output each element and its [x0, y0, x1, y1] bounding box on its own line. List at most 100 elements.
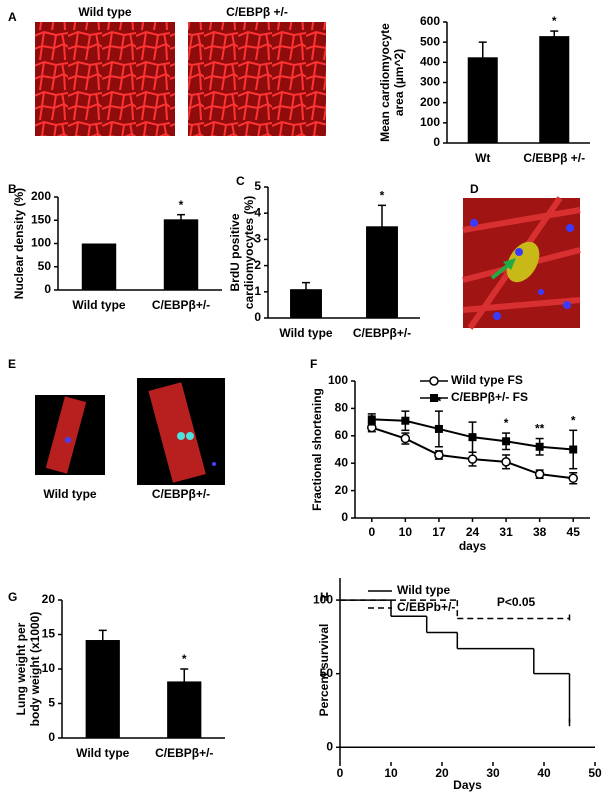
panel-label: C: [236, 174, 245, 188]
x-tick-label: 10: [399, 525, 413, 539]
marker: [434, 424, 443, 433]
marker: [468, 433, 477, 442]
x-tick-label: C/EBPβ +/-: [523, 151, 585, 165]
x-tick-label: Wild type: [279, 326, 333, 340]
legend-label: Wild type FS: [451, 373, 523, 387]
significance-mark: **: [535, 422, 545, 436]
x-tick-label: Wt: [475, 151, 490, 165]
y-tick-label: 100: [31, 236, 51, 250]
y-tick-label: 100: [420, 115, 440, 129]
y-tick-label: 10: [42, 661, 56, 675]
image-caption: Wild type: [78, 5, 132, 19]
y-axis-label: area (µm^2): [392, 49, 406, 116]
panel-label: D: [470, 182, 479, 196]
legend-label: C/EBPβ+/- FS: [451, 390, 528, 404]
micrograph: [137, 378, 225, 485]
y-tick-label: 80: [335, 401, 349, 415]
x-tick-label: 0: [337, 766, 344, 780]
x-tick-label: 45: [567, 525, 581, 539]
marker: [400, 433, 411, 444]
y-tick-label: 50: [320, 666, 334, 680]
legend-marker: [430, 394, 438, 402]
significance-mark: *: [504, 416, 509, 430]
y-tick-label: 600: [420, 14, 440, 28]
panel-label: A: [8, 10, 17, 24]
marker: [502, 437, 511, 446]
x-axis-label: days: [459, 539, 487, 553]
y-axis-label: cardiomyocytes (%): [242, 196, 256, 309]
bar: [539, 36, 570, 143]
x-tick-label: 24: [466, 525, 480, 539]
y-tick-label: 200: [31, 189, 51, 203]
image-caption: C/EBPβ +/-: [226, 5, 288, 19]
panel-label: B: [8, 182, 17, 196]
legend-label: C/EBPb+/-: [397, 600, 455, 614]
x-tick-label: 30: [486, 766, 500, 780]
panel-label: E: [8, 357, 16, 371]
marker: [534, 469, 545, 479]
bar: [163, 219, 199, 290]
y-axis-label: Nuclear density (%): [12, 188, 26, 299]
marker: [568, 473, 578, 484]
significance-mark: *: [380, 189, 385, 203]
marker: [434, 450, 444, 460]
panel-label: G: [8, 590, 17, 604]
image-caption: C/EBPβ+/-: [152, 487, 210, 501]
y-tick-label: 40: [335, 455, 349, 469]
y-tick-label: 20: [42, 592, 56, 606]
y-tick-label: 0: [48, 730, 55, 744]
x-tick-label: 10: [384, 766, 398, 780]
y-tick-label: 60: [335, 428, 349, 442]
legend-label: Wild type: [397, 583, 451, 597]
y-axis-label: body weight (x1000): [28, 612, 42, 727]
y-tick-label: 15: [42, 627, 56, 641]
y-axis-label: Fractional shortening: [310, 388, 324, 511]
x-tick-label: 17: [432, 525, 446, 539]
x-tick-label: C/EBPβ+/-: [155, 746, 213, 760]
significance-mark: *: [437, 394, 442, 408]
marker: [367, 415, 376, 424]
y-tick-label: 0: [44, 282, 51, 296]
x-axis-label: Days: [453, 778, 482, 792]
micrograph: [35, 395, 105, 475]
y-tick-label: 4: [254, 205, 261, 219]
panel-label: H: [320, 590, 329, 604]
marker: [569, 445, 578, 454]
x-tick-label: 31: [499, 525, 513, 539]
y-tick-label: 200: [420, 95, 440, 109]
x-tick-label: 38: [533, 525, 547, 539]
bar: [81, 243, 117, 290]
y-tick-label: 0: [254, 310, 261, 324]
y-tick-label: 50: [38, 259, 52, 273]
marker: [501, 457, 511, 467]
y-tick-label: 1: [254, 284, 261, 298]
annotation: P<0.05: [497, 595, 536, 609]
x-tick-label: C/EBPβ+/-: [353, 326, 411, 340]
y-axis-label: Percent survival: [317, 624, 331, 717]
significance-mark: *: [179, 198, 184, 212]
panel-label: F: [310, 357, 317, 371]
y-axis-label: Lung weight per: [14, 622, 28, 715]
significance-mark: *: [182, 652, 187, 666]
bar: [85, 640, 120, 738]
marker: [467, 454, 478, 464]
y-tick-label: 20: [335, 483, 349, 497]
x-tick-label: 0: [368, 525, 375, 539]
y-axis-label: Mean cardiomyocyte: [378, 23, 392, 142]
y-tick-label: 150: [31, 212, 51, 226]
x-tick-label: 50: [588, 766, 602, 780]
micrograph: [462, 196, 581, 330]
x-tick-label: 40: [537, 766, 551, 780]
y-tick-label: 5: [48, 696, 55, 710]
y-tick-label: 100: [328, 373, 348, 387]
legend-marker: [429, 376, 439, 386]
x-tick-label: Wild type: [72, 298, 126, 312]
y-tick-label: 5: [254, 179, 261, 193]
significance-mark: *: [571, 413, 576, 427]
x-tick-label: 20: [435, 766, 449, 780]
y-tick-label: 100: [313, 592, 333, 606]
y-tick-label: 3: [254, 232, 261, 246]
marker: [535, 442, 544, 451]
